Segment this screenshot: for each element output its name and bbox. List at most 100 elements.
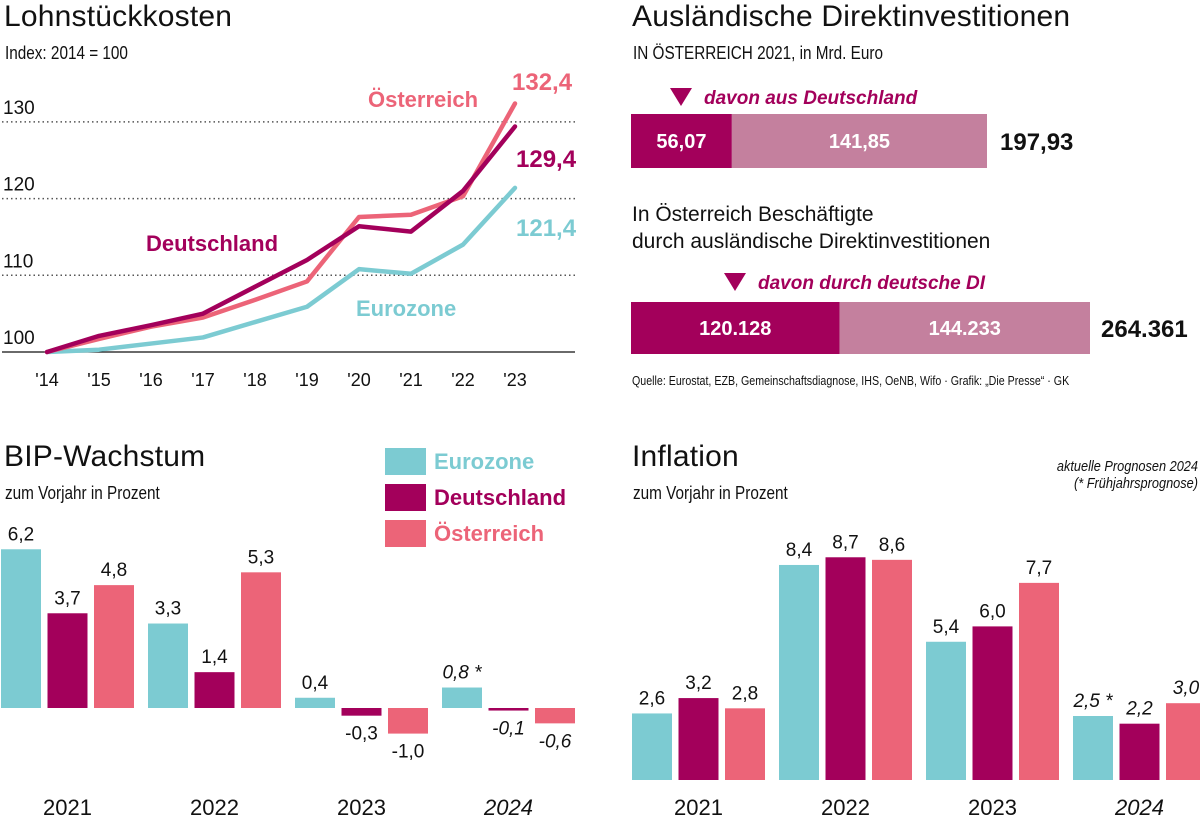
bip-bar-oesterreich-2024 xyxy=(535,708,575,724)
legend-label-eurozone: Eurozone xyxy=(434,449,534,474)
bip-value-label: 3,3 xyxy=(155,599,181,620)
bip-value-label: -0,3 xyxy=(345,724,378,745)
inflation-value-label: 2,5 * xyxy=(1072,691,1113,712)
series-label-eurozone: Eurozone xyxy=(356,296,456,321)
end-value-oesterreich: 132,4 xyxy=(512,69,573,96)
inflation-value-label: 2,8 xyxy=(732,683,758,704)
bip-category-label: 2023 xyxy=(337,795,386,820)
bip-value-label: -0,6 xyxy=(539,731,572,752)
legend-swatch-deutschland xyxy=(385,484,426,511)
inflation-bar-eurozone-2024 xyxy=(1073,716,1113,780)
bip-bar-eurozone-2024 xyxy=(442,687,482,708)
employment-bar-de-label: 120.128 xyxy=(699,318,771,340)
x-tick-label: '22 xyxy=(451,370,474,390)
y-tick-label: 130 xyxy=(3,98,35,119)
bip-bar-eurozone-2023 xyxy=(295,697,335,708)
employment-bar-marker-label: davon durch deutsche DI xyxy=(758,273,986,294)
bip-bar-deutschland-2021 xyxy=(47,613,88,708)
employment-bar-rest-label: 144.233 xyxy=(929,318,1001,340)
fdi-bar-total-label: 197,93 xyxy=(1000,129,1073,156)
series-label-oesterreich: Österreich xyxy=(368,87,478,112)
bip-value-label: 0,4 xyxy=(302,673,329,694)
inflation-value-label: 6,0 xyxy=(979,601,1005,622)
x-tick-label: '20 xyxy=(347,370,370,390)
bip-subtitle: zum Vorjahr in Prozent xyxy=(5,483,160,503)
legend-label-deutschland: Deutschland xyxy=(434,485,566,510)
inflation-value-label: 2,2 xyxy=(1125,699,1153,720)
fdi-subtitle: IN ÖSTERREICH 2021, in Mrd. Euro xyxy=(633,43,883,63)
bip-value-label: -1,0 xyxy=(392,742,425,763)
inflation-bar-eurozone-2022 xyxy=(779,564,819,780)
y-tick-label: 120 xyxy=(3,175,35,196)
inflation-title: Inflation xyxy=(632,440,739,473)
line-deutschland xyxy=(44,124,518,355)
triangle-down-icon xyxy=(724,273,746,291)
bip-bar-oesterreich-2022 xyxy=(241,572,281,708)
inflation-bar-oesterreich-2023 xyxy=(1019,582,1059,780)
employment-bar-total-label: 264.361 xyxy=(1101,316,1188,343)
bip-value-label: 0,8 * xyxy=(442,663,482,684)
legend-swatch-eurozone xyxy=(385,448,426,475)
legend-label-oesterreich: Österreich xyxy=(434,521,544,546)
bip-value-label: 1,4 xyxy=(201,647,228,668)
fdi-bar-marker-label: davon aus Deutschland xyxy=(704,88,918,109)
line-eurozone xyxy=(44,185,518,355)
inflation-note-line1: aktuelle Prognosen 2024 xyxy=(1056,458,1198,475)
inflation-bar-oesterreich-2022 xyxy=(872,559,912,780)
inflation-bar-deutschland-2022 xyxy=(825,557,866,780)
bip-bar-eurozone-2022 xyxy=(148,623,188,708)
inflation-bar-oesterreich-2021 xyxy=(725,708,765,780)
inflation-bar-eurozone-2023 xyxy=(926,641,966,780)
employment-bar-de-segment xyxy=(631,302,840,354)
inflation-bar-deutschland-2024 xyxy=(1119,723,1160,780)
fdi-bar-rest-label: 141,85 xyxy=(829,131,890,153)
bip-value-label: 3,7 xyxy=(54,588,80,609)
bip-category-label: 2024 xyxy=(483,795,533,820)
inflation-note: aktuelle Prognosen 2024 (* Frühjahrsprog… xyxy=(1057,458,1198,492)
bip-bar-eurozone-2021 xyxy=(1,549,41,708)
fdi-heading2-line2: durch ausländische Direktinvestitionen xyxy=(632,230,991,253)
x-tick-label: '21 xyxy=(399,370,422,390)
x-tick-label: '18 xyxy=(243,370,266,390)
bip-bar-deutschland-2022 xyxy=(194,672,235,708)
inflation-value-label: 8,6 xyxy=(879,535,905,556)
inflation-bar-oesterreich-2024 xyxy=(1166,703,1200,780)
inflation-bar-deutschland-2023 xyxy=(972,626,1013,780)
inflation-note-line2: (* Frühjahrsprognose) xyxy=(1073,475,1198,492)
inflation-subtitle: zum Vorjahr in Prozent xyxy=(633,483,788,503)
inflation-value-label: 5,4 xyxy=(933,617,960,638)
inflation-value-label: 8,7 xyxy=(832,532,858,553)
line-oesterreich xyxy=(44,101,518,355)
inflation-value-label: 3,0 xyxy=(1173,678,1200,699)
fdi-bar-rest-segment xyxy=(731,114,987,168)
end-value-deutschland: 129,4 xyxy=(516,146,577,173)
inflation-category-label: 2022 xyxy=(821,795,870,820)
bip-bar-oesterreich-2023 xyxy=(388,708,428,734)
inflation-bar-deutschland-2021 xyxy=(678,698,719,780)
inflation-category-label: 2023 xyxy=(968,795,1017,820)
source-note: Quelle: Eurostat, EZB, Gemeinschaftsdiag… xyxy=(632,373,1070,388)
x-tick-label: '16 xyxy=(139,370,162,390)
x-tick-label: '15 xyxy=(87,370,110,390)
employment-bar-rest-segment xyxy=(839,302,1090,354)
inflation-category-label: 2021 xyxy=(674,795,723,820)
bip-category-label: 2021 xyxy=(43,795,92,820)
x-tick-label: '14 xyxy=(35,370,58,390)
bip-value-label: 5,3 xyxy=(248,547,274,568)
inflation-value-label: 8,4 xyxy=(786,540,813,561)
bip-value-label: 6,2 xyxy=(8,524,34,545)
x-tick-label: '19 xyxy=(295,370,318,390)
lohn-subtitle: Index: 2014 = 100 xyxy=(5,43,128,63)
inflation-value-label: 2,6 xyxy=(639,688,665,709)
inflation-value-label: 3,2 xyxy=(685,673,711,694)
bip-bar-oesterreich-2021 xyxy=(94,585,134,708)
y-tick-label: 110 xyxy=(3,251,33,272)
fdi-title: Ausländische Direktinvestitionen xyxy=(632,0,1071,33)
end-value-eurozone: 121,4 xyxy=(516,215,577,242)
triangle-down-icon xyxy=(670,88,692,106)
x-tick-label: '17 xyxy=(191,370,214,390)
fdi-heading2: In Österreich Beschäftigte durch ausländ… xyxy=(632,201,990,255)
series-label-deutschland: Deutschland xyxy=(146,231,278,256)
lohn-title: Lohnstückkosten xyxy=(4,0,233,33)
